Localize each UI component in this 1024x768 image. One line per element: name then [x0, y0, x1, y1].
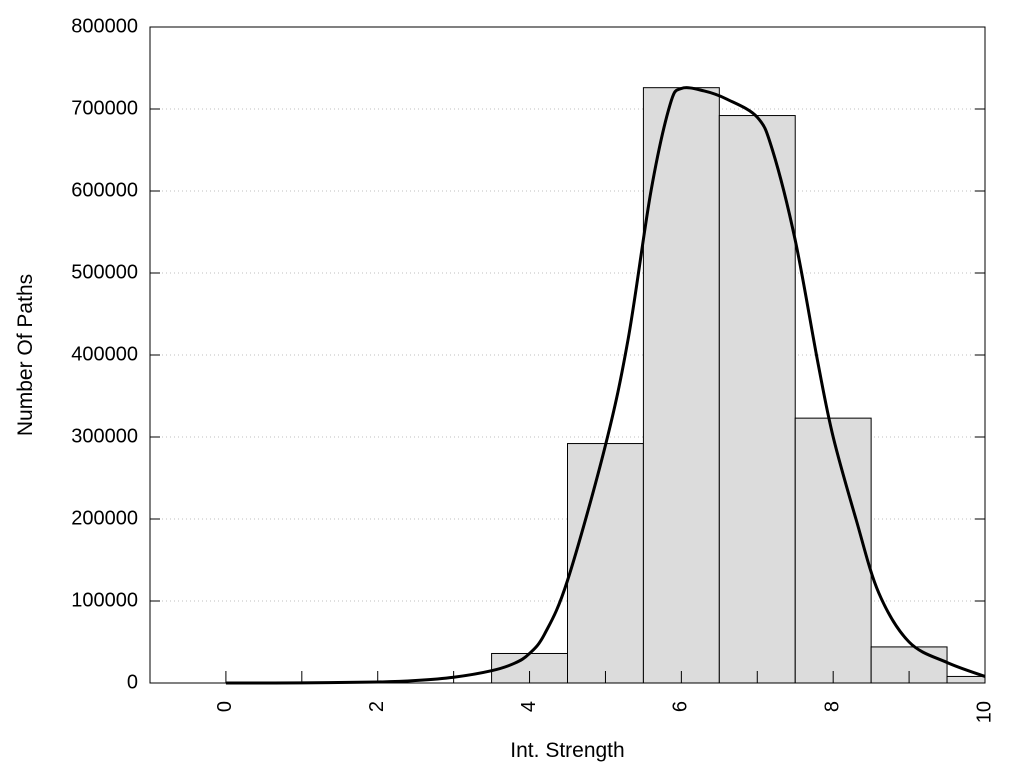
y-tick-label: 800000 — [71, 15, 138, 37]
x-axis-ticks: 0 2 4 6 8 10 — [214, 671, 995, 723]
x-tick-label: 10 — [973, 701, 995, 723]
histogram-bar — [718, 115, 796, 684]
fitted-curve — [225, 86, 986, 685]
y-tick-label: 700000 — [71, 97, 138, 119]
y-tick-label: 0 — [127, 671, 138, 693]
histogram-bars — [491, 87, 986, 684]
y-tick-label: 200000 — [71, 507, 138, 529]
x-axis-title: Int. Strength — [510, 739, 624, 762]
y-tick-label: 400000 — [71, 343, 138, 365]
fitted-curve-line — [225, 86, 986, 685]
y-axis-ticks: 0 100000 200000 300000 400000 500000 600000 700… — [71, 15, 985, 693]
x-tick-label: 4 — [518, 701, 540, 712]
y-axis-title: Number Of Paths — [14, 274, 37, 436]
histogram-bar — [642, 87, 720, 684]
y-tick-label: 300000 — [71, 425, 138, 447]
histogram-bar — [946, 675, 986, 684]
histogram-bar — [567, 443, 644, 684]
x-tick-label: 6 — [670, 701, 692, 712]
x-tick-label: 8 — [821, 701, 843, 712]
y-tick-label: 600000 — [71, 179, 138, 201]
x-tick-label: 0 — [214, 701, 236, 712]
y-tick-label: 100000 — [71, 589, 138, 611]
histogram-bar — [794, 417, 872, 684]
histogram-bar — [870, 646, 948, 684]
x-tick-label: 2 — [366, 701, 388, 712]
y-tick-label: 500000 — [71, 261, 138, 283]
